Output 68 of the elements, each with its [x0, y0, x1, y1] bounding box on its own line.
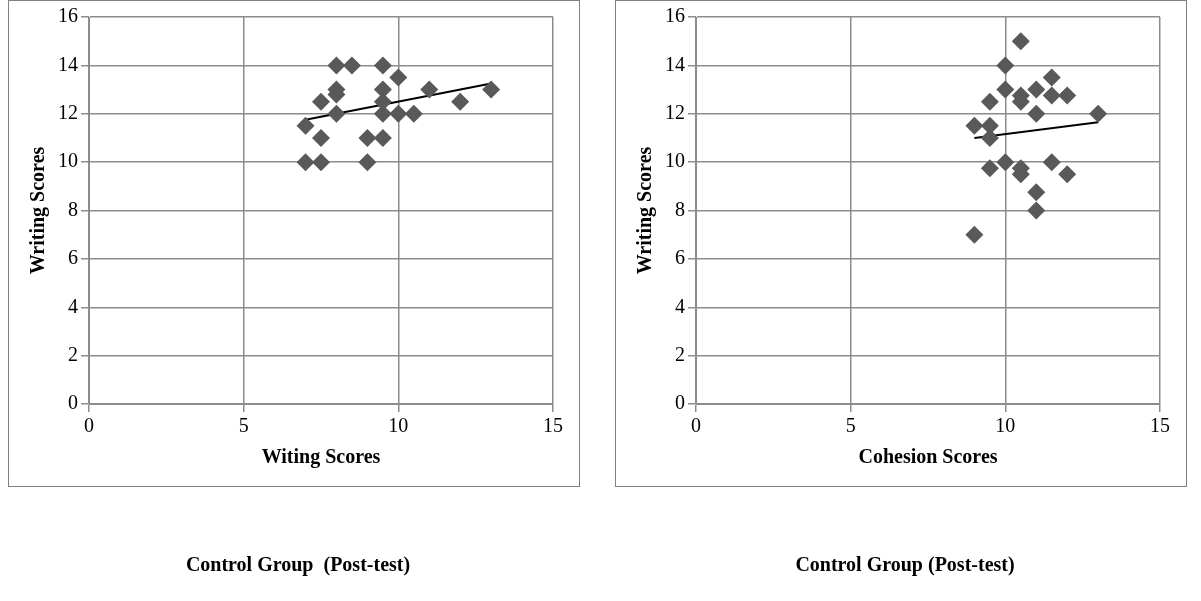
- point: [1089, 104, 1108, 123]
- x-tick-label: 5: [845, 414, 856, 437]
- x-tick-label: 5: [238, 414, 249, 437]
- point: [965, 225, 984, 244]
- y-tick-label: 0: [675, 391, 685, 414]
- y-tick-label: 16: [58, 4, 78, 27]
- point: [312, 153, 330, 172]
- y-tick-label: 8: [675, 197, 685, 220]
- y-tick-label: 4: [68, 294, 78, 317]
- x-tick-label: 10: [995, 414, 1016, 437]
- y-axis-title: Writing Scores: [26, 146, 50, 275]
- y-tick-label: 6: [675, 246, 685, 269]
- point: [1027, 104, 1046, 123]
- point: [1058, 165, 1077, 184]
- point: [996, 80, 1015, 99]
- point: [327, 104, 346, 123]
- point: [327, 56, 346, 75]
- x-tick-label: 15: [543, 414, 563, 437]
- x-tick-label: 15: [1150, 414, 1170, 437]
- point: [389, 104, 408, 123]
- point: [996, 56, 1015, 75]
- point: [482, 80, 501, 99]
- point: [358, 153, 377, 172]
- point: [389, 68, 408, 87]
- point: [404, 104, 423, 123]
- point: [996, 153, 1015, 172]
- point: [296, 116, 315, 135]
- x-tick-label: 0: [691, 414, 701, 437]
- point: [312, 92, 330, 111]
- x-axis-title: Cohesion Scores: [858, 445, 998, 468]
- point: [342, 56, 361, 75]
- y-tick-label: 6: [68, 246, 78, 269]
- point: [980, 92, 999, 111]
- y-tick-label: 0: [68, 391, 78, 414]
- point: [373, 128, 392, 147]
- y-tick-label: 12: [665, 101, 685, 123]
- y-tick-label: 2: [68, 342, 78, 365]
- point: [1042, 68, 1061, 87]
- x-tick-label: 0: [84, 414, 94, 437]
- point: [980, 159, 999, 178]
- point: [1011, 32, 1030, 51]
- point: [1058, 86, 1077, 105]
- point: [1042, 86, 1061, 105]
- point: [451, 92, 470, 111]
- point: [1027, 80, 1046, 99]
- point: [312, 128, 330, 147]
- point: [296, 153, 315, 172]
- x-tick-label: 10: [388, 414, 409, 437]
- x-axis-title: Witing Scores: [261, 445, 381, 469]
- y-tick-label: 4: [675, 294, 685, 317]
- y-tick-label: 14: [665, 52, 685, 75]
- y-tick-label: 16: [665, 4, 685, 27]
- y-axis-title: Writing Scores: [633, 146, 657, 275]
- y-tick-label: 10: [665, 149, 685, 172]
- point: [1027, 201, 1046, 220]
- y-tick-label: 12: [58, 101, 78, 123]
- y-tick-label: 2: [675, 342, 685, 365]
- point: [373, 56, 392, 75]
- y-tick-label: 10: [58, 149, 78, 172]
- point: [965, 116, 984, 135]
- y-tick-label: 14: [58, 52, 78, 75]
- point: [358, 128, 377, 147]
- point: [420, 80, 439, 99]
- point: [1027, 183, 1046, 202]
- y-tick-label: 8: [68, 197, 78, 220]
- text: Control Group (Post-test): [184, 553, 412, 576]
- point: [1042, 153, 1061, 172]
- text: Control Group (Post-test): [794, 553, 1016, 576]
